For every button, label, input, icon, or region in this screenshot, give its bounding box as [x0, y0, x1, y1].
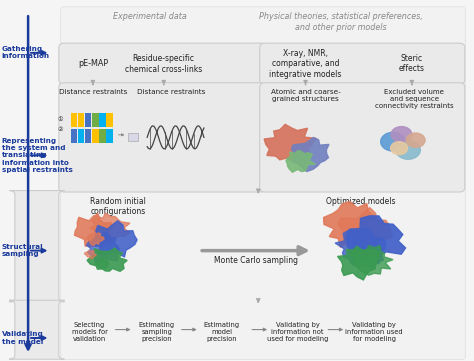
Bar — [92, 113, 99, 127]
Text: Distance restraints: Distance restraints — [59, 89, 127, 95]
Text: pE-MAP: pE-MAP — [78, 59, 108, 68]
Bar — [85, 130, 91, 143]
Bar — [128, 134, 138, 141]
Text: Random initial
configurations: Random initial configurations — [90, 197, 146, 216]
Polygon shape — [337, 246, 379, 280]
Text: Gathering
information: Gathering information — [1, 46, 50, 60]
Text: Physical theories, statistical preferences,
and other prior models: Physical theories, statistical preferenc… — [259, 12, 423, 32]
Polygon shape — [87, 248, 127, 271]
Text: Atomic and coarse-
grained structures: Atomic and coarse- grained structures — [271, 89, 340, 102]
Bar — [78, 130, 84, 143]
Text: ①: ① — [57, 117, 63, 122]
Text: Residue-specific
chemical cross-links: Residue-specific chemical cross-links — [125, 54, 202, 74]
Polygon shape — [86, 232, 119, 262]
Text: Validating by
information not
used for modeling: Validating by information not used for m… — [267, 322, 328, 342]
Text: Optimized models: Optimized models — [326, 197, 396, 206]
Text: Validating by
information used
for modeling: Validating by information used for model… — [345, 322, 403, 342]
Polygon shape — [335, 228, 386, 268]
FancyBboxPatch shape — [260, 83, 465, 192]
Polygon shape — [90, 213, 130, 245]
Text: X-ray, NMR,
comparative, and
integrative models: X-ray, NMR, comparative, and integrative… — [269, 49, 342, 79]
FancyBboxPatch shape — [59, 43, 266, 84]
Polygon shape — [324, 201, 387, 247]
Polygon shape — [87, 233, 104, 245]
Circle shape — [406, 133, 425, 147]
Text: Validating
the model: Validating the model — [1, 331, 44, 345]
Bar — [78, 113, 84, 127]
FancyBboxPatch shape — [59, 83, 266, 192]
Polygon shape — [292, 138, 329, 171]
Circle shape — [396, 140, 420, 159]
Text: Estimating
sampling
precision: Estimating sampling precision — [138, 322, 175, 342]
Text: Steric
effects: Steric effects — [399, 54, 425, 73]
Bar — [106, 130, 113, 143]
Circle shape — [391, 127, 412, 142]
Bar — [99, 130, 106, 143]
Polygon shape — [85, 250, 96, 259]
Text: Monte Carlo sampling: Monte Carlo sampling — [214, 256, 298, 265]
Text: ②: ② — [57, 127, 63, 132]
Text: Structural
sampling: Structural sampling — [1, 244, 43, 257]
Polygon shape — [286, 151, 316, 172]
Polygon shape — [346, 216, 406, 264]
Text: Representing
the system and
translating
information into
spatial restraints: Representing the system and translating … — [1, 138, 73, 173]
Bar — [99, 113, 106, 127]
Text: Distance restraints: Distance restraints — [137, 89, 205, 95]
Polygon shape — [74, 213, 114, 247]
Bar — [106, 113, 113, 127]
Text: Excluded volume
and sequence
connectivity restraints: Excluded volume and sequence connectivit… — [375, 89, 454, 109]
FancyBboxPatch shape — [9, 191, 64, 302]
Bar — [92, 130, 99, 143]
Circle shape — [391, 142, 408, 155]
Circle shape — [381, 132, 405, 151]
FancyBboxPatch shape — [61, 7, 465, 360]
Text: Experimental data: Experimental data — [113, 12, 186, 21]
Text: Selecting
models for
validation: Selecting models for validation — [72, 322, 108, 342]
Bar — [71, 113, 77, 127]
Bar — [85, 113, 91, 127]
Polygon shape — [338, 208, 393, 249]
Polygon shape — [264, 124, 316, 161]
Bar — [71, 130, 77, 143]
Polygon shape — [95, 258, 109, 269]
FancyBboxPatch shape — [9, 300, 64, 359]
Polygon shape — [351, 245, 393, 275]
Polygon shape — [90, 221, 137, 257]
Text: Estimating
model
precision: Estimating model precision — [204, 322, 240, 342]
FancyBboxPatch shape — [260, 43, 465, 84]
